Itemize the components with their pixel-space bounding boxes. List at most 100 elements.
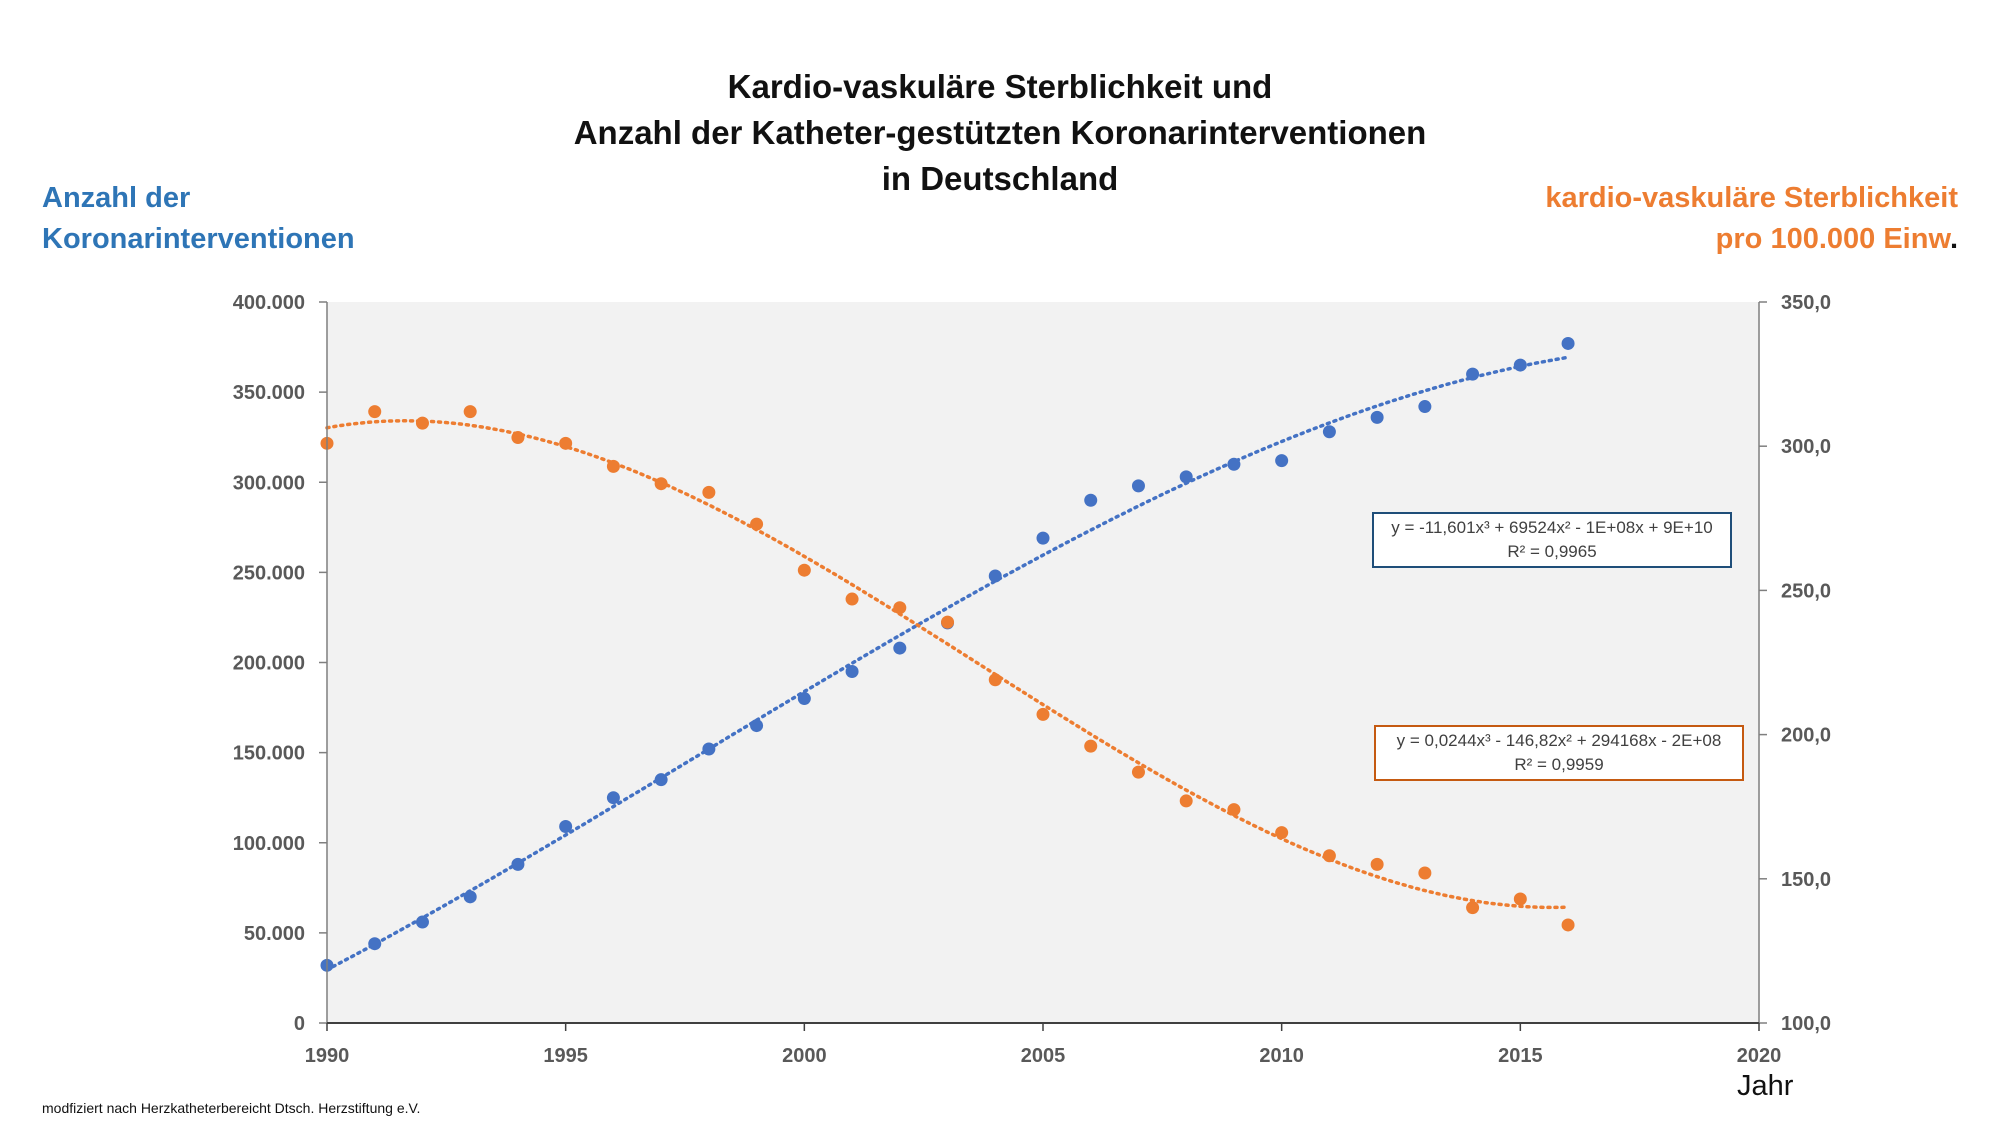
- title-line-3: in Deutschland: [881, 160, 1119, 197]
- data-point-blue: [463, 890, 477, 904]
- data-point-orange: [750, 517, 764, 531]
- y-left-tick-label: 250.000: [233, 562, 305, 584]
- data-point-orange: [797, 563, 811, 577]
- equation-orange-formula: y = 0,0244x³ - 146,82x² + 294168x - 2E+0…: [1396, 731, 1722, 750]
- y-left-tick-label: 50.000: [244, 923, 305, 945]
- data-point-orange: [511, 431, 525, 445]
- y-right-tick-label: 300,0: [1781, 436, 1831, 458]
- data-point-orange: [702, 485, 716, 499]
- x-tick-label: 2015: [1498, 1045, 1543, 1067]
- data-points-layer: [320, 336, 1575, 972]
- trendline-layer: [325, 355, 1570, 972]
- data-point-blue: [1131, 479, 1145, 493]
- data-point-orange: [1227, 803, 1241, 817]
- data-point-blue: [845, 665, 859, 679]
- equation-blue-formula: y = -11,601x³ + 69524x² - 1E+08x + 9E+10: [1391, 518, 1713, 537]
- data-point-orange: [1561, 918, 1575, 932]
- data-point-orange: [845, 592, 859, 606]
- data-point-orange: [368, 405, 382, 419]
- y-left-tick-label: 150.000: [233, 743, 305, 765]
- right-axis-title-period: .: [1949, 223, 1958, 255]
- data-point-blue: [1036, 531, 1050, 545]
- x-tick-label: 1995: [543, 1045, 588, 1067]
- data-point-orange: [1370, 857, 1384, 871]
- left-axis-title-line-1: Anzahl der: [42, 182, 191, 214]
- data-point-orange: [1418, 866, 1432, 880]
- data-point-blue: [1227, 457, 1241, 471]
- data-point-orange: [415, 416, 429, 430]
- trendline-orange: [325, 419, 1570, 910]
- equation-blue-r2: R² = 0,9965: [1507, 542, 1597, 561]
- data-point-orange: [1466, 901, 1480, 915]
- x-tick-label: 2000: [782, 1045, 827, 1067]
- data-point-blue: [654, 773, 668, 787]
- y-left-tick-label: 200.000: [233, 653, 305, 675]
- data-point-blue: [702, 742, 716, 756]
- y-right-tick-label: 100,0: [1781, 1013, 1831, 1035]
- data-point-orange: [463, 405, 477, 419]
- y-left-tick-label: 350.000: [233, 382, 305, 404]
- data-point-blue: [893, 641, 907, 655]
- right-axis-title-unit: pro 100.000 Einw: [1715, 223, 1950, 255]
- y-left-tick-label: 100.000: [233, 833, 305, 855]
- data-point-blue: [1561, 336, 1575, 350]
- data-point-orange: [988, 673, 1002, 687]
- data-point-orange: [1275, 826, 1289, 840]
- right-axis-title-line-2: pro 100.000 Einw.: [1545, 219, 1958, 260]
- right-axis-title-line-1: kardio-vaskuläre Sterblichkeit: [1545, 182, 1958, 214]
- x-axis-title: Jahr: [1737, 1070, 1794, 1102]
- equation-orange-r2: R² = 0,9959: [1514, 755, 1604, 774]
- x-tick-label: 2005: [1021, 1045, 1066, 1067]
- y-left-tick-label: 0: [294, 1013, 305, 1035]
- y-right-tick-label: 200,0: [1781, 725, 1831, 747]
- data-point-orange: [893, 601, 907, 615]
- y-left-tick-label: 400.000: [233, 292, 305, 314]
- source-note: modfiziert nach Herzkatheterbereicht Dts…: [42, 1100, 421, 1116]
- x-tick-label: 2020: [1737, 1045, 1782, 1067]
- left-axis-title-line-2: Koronarinterventionen: [42, 223, 355, 255]
- data-point-orange: [1036, 707, 1050, 721]
- data-point-blue: [415, 915, 429, 929]
- data-point-blue: [1418, 400, 1432, 414]
- data-point-orange: [1513, 892, 1527, 906]
- data-point-blue: [797, 692, 811, 706]
- data-point-orange: [654, 477, 668, 491]
- y-right-tick-label: 250,0: [1781, 580, 1831, 602]
- axes-layer: [319, 301, 1767, 1031]
- data-point-blue: [750, 719, 764, 733]
- plot-background: [327, 302, 1759, 1023]
- title-line-1: Kardio-vaskuläre Sterblichkeit und: [727, 68, 1273, 105]
- data-point-orange: [1322, 849, 1336, 863]
- x-tick-label: 2010: [1259, 1045, 1304, 1067]
- data-point-blue: [1466, 367, 1480, 381]
- data-point-blue: [559, 820, 573, 834]
- tick-labels-layer: 0 50.000 100.000 150.000 200.000 250.000 300.0…: [233, 292, 1831, 1067]
- data-point-blue: [606, 791, 620, 805]
- chart-title: Kardio-vaskuläre Sterblichkeit und Anzah…: [0, 64, 2000, 202]
- right-axis-title: kardio-vaskuläre Sterblichkeit pro 100.0…: [1545, 178, 1958, 260]
- title-line-2: Anzahl der Katheter-gestützten Koronarin…: [573, 114, 1427, 151]
- data-point-blue: [1513, 358, 1527, 372]
- data-point-orange: [1131, 765, 1145, 779]
- x-tick-label: 1990: [305, 1045, 350, 1067]
- data-point-orange: [559, 436, 573, 450]
- trendline-equation-blue: y = -11,601x³ + 69524x² - 1E+08x + 9E+10…: [1372, 512, 1732, 568]
- data-point-blue: [1370, 410, 1384, 424]
- trendline-equation-orange: y = 0,0244x³ - 146,82x² + 294168x - 2E+0…: [1374, 725, 1744, 781]
- y-left-tick-label: 300.000: [233, 472, 305, 494]
- data-point-blue: [1084, 493, 1098, 507]
- left-axis-title: Anzahl der Koronarinterventionen: [42, 178, 355, 260]
- data-point-blue: [1322, 425, 1336, 439]
- data-point-blue: [1275, 454, 1289, 468]
- data-point-blue: [511, 857, 525, 871]
- data-point-blue: [1179, 470, 1193, 484]
- y-right-tick-label: 150,0: [1781, 869, 1831, 891]
- data-point-blue: [988, 569, 1002, 583]
- data-point-orange: [606, 459, 620, 473]
- data-point-orange: [1179, 794, 1193, 808]
- trendline-blue: [325, 355, 1570, 972]
- data-point-blue: [368, 937, 382, 951]
- data-point-orange: [941, 615, 955, 629]
- y-right-tick-label: 350,0: [1781, 292, 1831, 314]
